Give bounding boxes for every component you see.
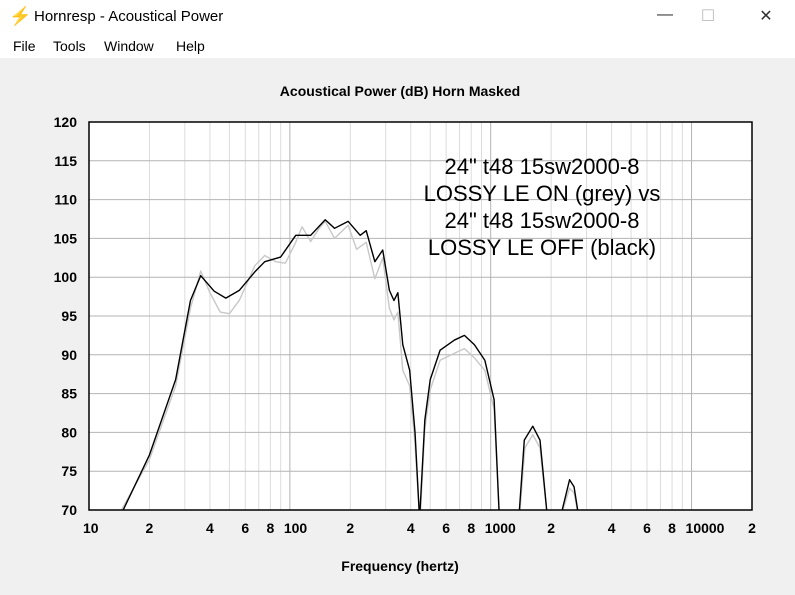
close-button[interactable]: ✕	[759, 8, 773, 25]
x-tick-label: 100	[284, 520, 308, 536]
y-tick-label: 70	[61, 502, 77, 518]
x-tick-label: 2	[547, 520, 555, 536]
annotation-line: 24" t48 15sw2000-8	[445, 154, 640, 179]
lightning-icon: ⚡	[9, 6, 32, 26]
x-axis-label: Frequency (hertz)	[341, 558, 458, 574]
annotation-line: 24" t48 15sw2000-8	[445, 208, 640, 233]
x-tick-label: 6	[241, 520, 249, 536]
plot-border	[88, 121, 753, 511]
x-tick-label: 4	[206, 520, 214, 536]
minimize-button[interactable]: —	[657, 6, 673, 23]
menu-help[interactable]: Help	[176, 38, 205, 54]
y-tick-label: 110	[54, 192, 77, 208]
title-bar: ⚡ Hornresp - Acoustical Power — ☐ ✕	[0, 0, 795, 34]
x-tick-label: 8	[266, 520, 274, 536]
x-tick-label: 6	[643, 520, 651, 536]
series-line	[561, 479, 579, 510]
y-tick-label: 85	[61, 386, 77, 402]
y-tick-label: 100	[54, 269, 78, 285]
menu-window[interactable]: Window	[104, 38, 154, 54]
menu-file[interactable]: File	[13, 38, 36, 54]
series-line	[419, 334, 500, 510]
y-tick-label: 115	[54, 153, 77, 169]
window-title: Hornresp - Acoustical Power	[34, 8, 224, 25]
x-tick-label: 10000	[686, 520, 725, 536]
acoustical-power-chart: 70 75 80 85 90 95 100 105 110 115 120 10 2 4 6 8 100 2 4 6 8…	[54, 83, 756, 574]
y-tick-label: 75	[61, 463, 77, 479]
x-tick-label: 1000	[485, 520, 516, 536]
x-tick-label: 2	[146, 520, 154, 536]
x-tick-label: 2	[748, 520, 756, 536]
x-tick-label: 10	[83, 520, 99, 536]
series-line	[120, 220, 420, 510]
y-tick-label: 120	[54, 114, 78, 130]
chart-title: Acoustical Power (dB) Horn Masked	[280, 83, 520, 99]
y-tick-label: 90	[61, 347, 77, 363]
x-tick-label: 4	[407, 520, 415, 536]
series-line	[419, 347, 500, 510]
annotation-line: LOSSY LE ON (grey) vs	[424, 181, 661, 206]
series-line	[122, 219, 420, 510]
x-tick-label: 4	[608, 520, 616, 536]
series-line	[518, 425, 548, 510]
annotation-line: LOSSY LE OFF (black)	[428, 235, 656, 260]
x-tick-label: 8	[467, 520, 475, 536]
x-tick-label: 8	[668, 520, 676, 536]
x-tick-label: 2	[346, 520, 354, 536]
y-tick-label: 105	[54, 230, 78, 246]
x-tick-label: 6	[442, 520, 450, 536]
maximize-button[interactable]: ☐	[700, 8, 716, 25]
menu-tools[interactable]: Tools	[53, 38, 86, 54]
menu-bar: File Tools Window Help	[0, 34, 795, 58]
y-tick-label: 80	[61, 424, 77, 440]
y-tick-label: 95	[61, 308, 77, 324]
